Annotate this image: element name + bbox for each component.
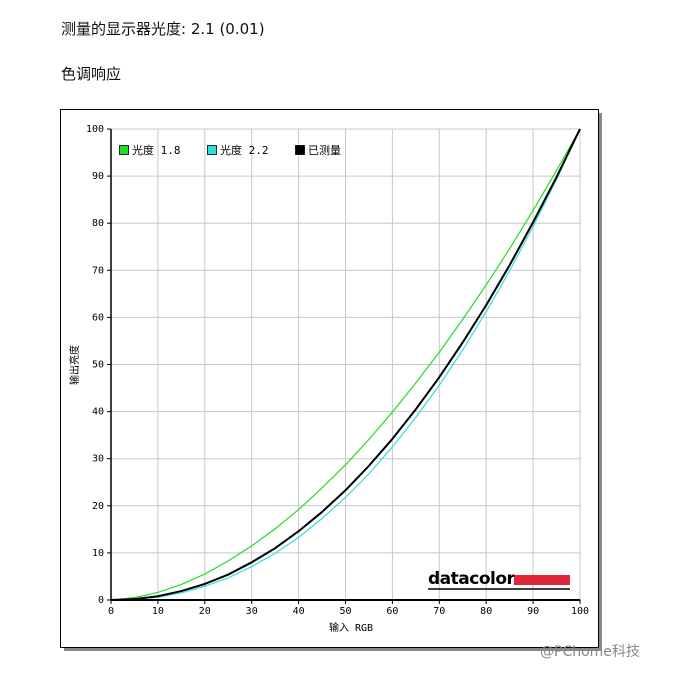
- y-tick-label: 40: [92, 407, 104, 418]
- series-line: [110, 128, 581, 601]
- x-axis-label: 输入 RGB: [329, 621, 373, 634]
- y-tick-label: 100: [86, 124, 104, 135]
- heading: 测量的显示器光度: 2.1 (0.01): [61, 20, 265, 38]
- x-tick-label: 80: [480, 606, 492, 617]
- legend-swatch: [207, 145, 217, 155]
- y-tick-label: 50: [92, 360, 104, 371]
- x-tick-label: 50: [339, 606, 351, 617]
- y-tick-label: 90: [92, 171, 104, 182]
- series-line: [110, 128, 581, 601]
- y-tick-label: 20: [92, 501, 104, 512]
- legend-label: 光度 2.2: [220, 143, 269, 157]
- section-title: 色调响应: [61, 65, 122, 83]
- x-tick-label: 30: [246, 606, 258, 617]
- logo: datacolor: [428, 569, 516, 589]
- series-line: [110, 128, 581, 601]
- legend-swatch: [119, 145, 129, 155]
- x-tick-label: 60: [386, 606, 398, 617]
- y-axis-label: 输出亮度: [68, 345, 81, 385]
- x-tick-label: 0: [108, 606, 114, 617]
- watermark: @PChome科技: [540, 644, 640, 660]
- y-tick-label: 10: [92, 548, 104, 559]
- x-tick-label: 70: [433, 606, 445, 617]
- y-tick-label: 0: [98, 595, 104, 606]
- x-tick-label: 20: [199, 606, 211, 617]
- y-tick-label: 60: [92, 312, 104, 323]
- legend-label: 光度 1.8: [132, 143, 181, 157]
- x-tick-label: 100: [571, 606, 589, 617]
- legend-swatch: [295, 145, 305, 155]
- y-tick-label: 30: [92, 454, 104, 465]
- legend-label: 已测量: [308, 144, 341, 157]
- logo-bar: [514, 575, 570, 585]
- y-tick-label: 80: [92, 218, 104, 229]
- x-tick-label: 40: [293, 606, 305, 617]
- x-tick-label: 90: [527, 606, 539, 617]
- frame: [60, 109, 599, 648]
- x-tick-label: 10: [152, 606, 164, 617]
- y-tick-label: 70: [92, 265, 104, 276]
